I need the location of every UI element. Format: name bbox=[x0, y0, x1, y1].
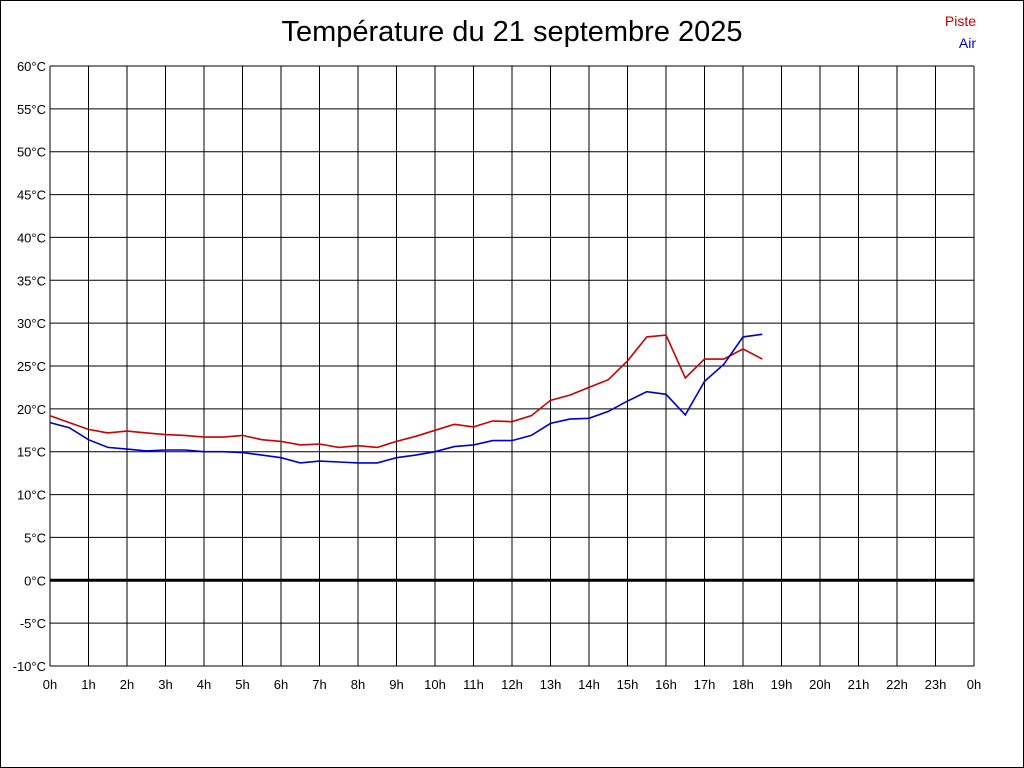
x-tick-label: 0h bbox=[43, 677, 57, 692]
x-tick-label: 11h bbox=[463, 677, 484, 692]
y-tick-label: 15°C bbox=[17, 445, 46, 460]
y-tick-label: 35°C bbox=[17, 273, 46, 288]
x-tick-label: 7h bbox=[312, 677, 326, 692]
y-tick-label: 50°C bbox=[17, 145, 46, 160]
chart-title: Température du 21 septembre 2025 bbox=[281, 16, 743, 48]
x-tick-label: 5h bbox=[235, 677, 249, 692]
x-tick-label: 23h bbox=[925, 677, 947, 692]
y-tick-label: -5°C bbox=[20, 616, 46, 631]
y-tick-label: 5°C bbox=[24, 530, 46, 545]
x-tick-label: 16h bbox=[655, 677, 677, 692]
x-tick-label: 15h bbox=[617, 677, 639, 692]
series-line-air bbox=[49, 333, 763, 464]
x-tick-label: 4h bbox=[197, 677, 211, 692]
x-tick-label: 14h bbox=[578, 677, 600, 692]
x-tick-label: 0h bbox=[967, 677, 981, 692]
y-tick-label: 55°C bbox=[17, 102, 46, 117]
series-line-piste bbox=[49, 334, 763, 449]
y-tick-label: -10°C bbox=[13, 659, 46, 674]
x-tick-label: 6h bbox=[274, 677, 288, 692]
x-tick-label: 13h bbox=[540, 677, 562, 692]
x-tick-label: 18h bbox=[732, 677, 754, 692]
x-tick-label: 3h bbox=[158, 677, 172, 692]
x-tick-label: 1h bbox=[81, 677, 95, 692]
y-tick-label: 20°C bbox=[17, 402, 46, 417]
x-tick-label: 20h bbox=[809, 677, 831, 692]
x-tick-label: 17h bbox=[694, 677, 716, 692]
x-tick-label: 12h bbox=[501, 677, 523, 692]
y-tick-label: 30°C bbox=[17, 316, 46, 331]
y-tick-label: 10°C bbox=[17, 488, 46, 503]
x-tick-label: 22h bbox=[886, 677, 908, 692]
y-tick-label: 60°C bbox=[17, 59, 46, 74]
y-tick-label: 0°C bbox=[24, 573, 46, 588]
y-tick-label: 45°C bbox=[17, 188, 46, 203]
x-tick-label: 9h bbox=[389, 677, 403, 692]
x-tick-label: 2h bbox=[120, 677, 134, 692]
legend-air: Air bbox=[958, 35, 976, 51]
y-tick-label: 40°C bbox=[17, 230, 46, 245]
x-tick-label: 10h bbox=[424, 677, 446, 692]
y-tick-label: 25°C bbox=[17, 359, 46, 374]
legend-piste: Piste bbox=[944, 13, 976, 29]
x-tick-label: 8h bbox=[351, 677, 365, 692]
x-tick-label: 21h bbox=[848, 677, 870, 692]
x-tick-label: 19h bbox=[771, 677, 793, 692]
